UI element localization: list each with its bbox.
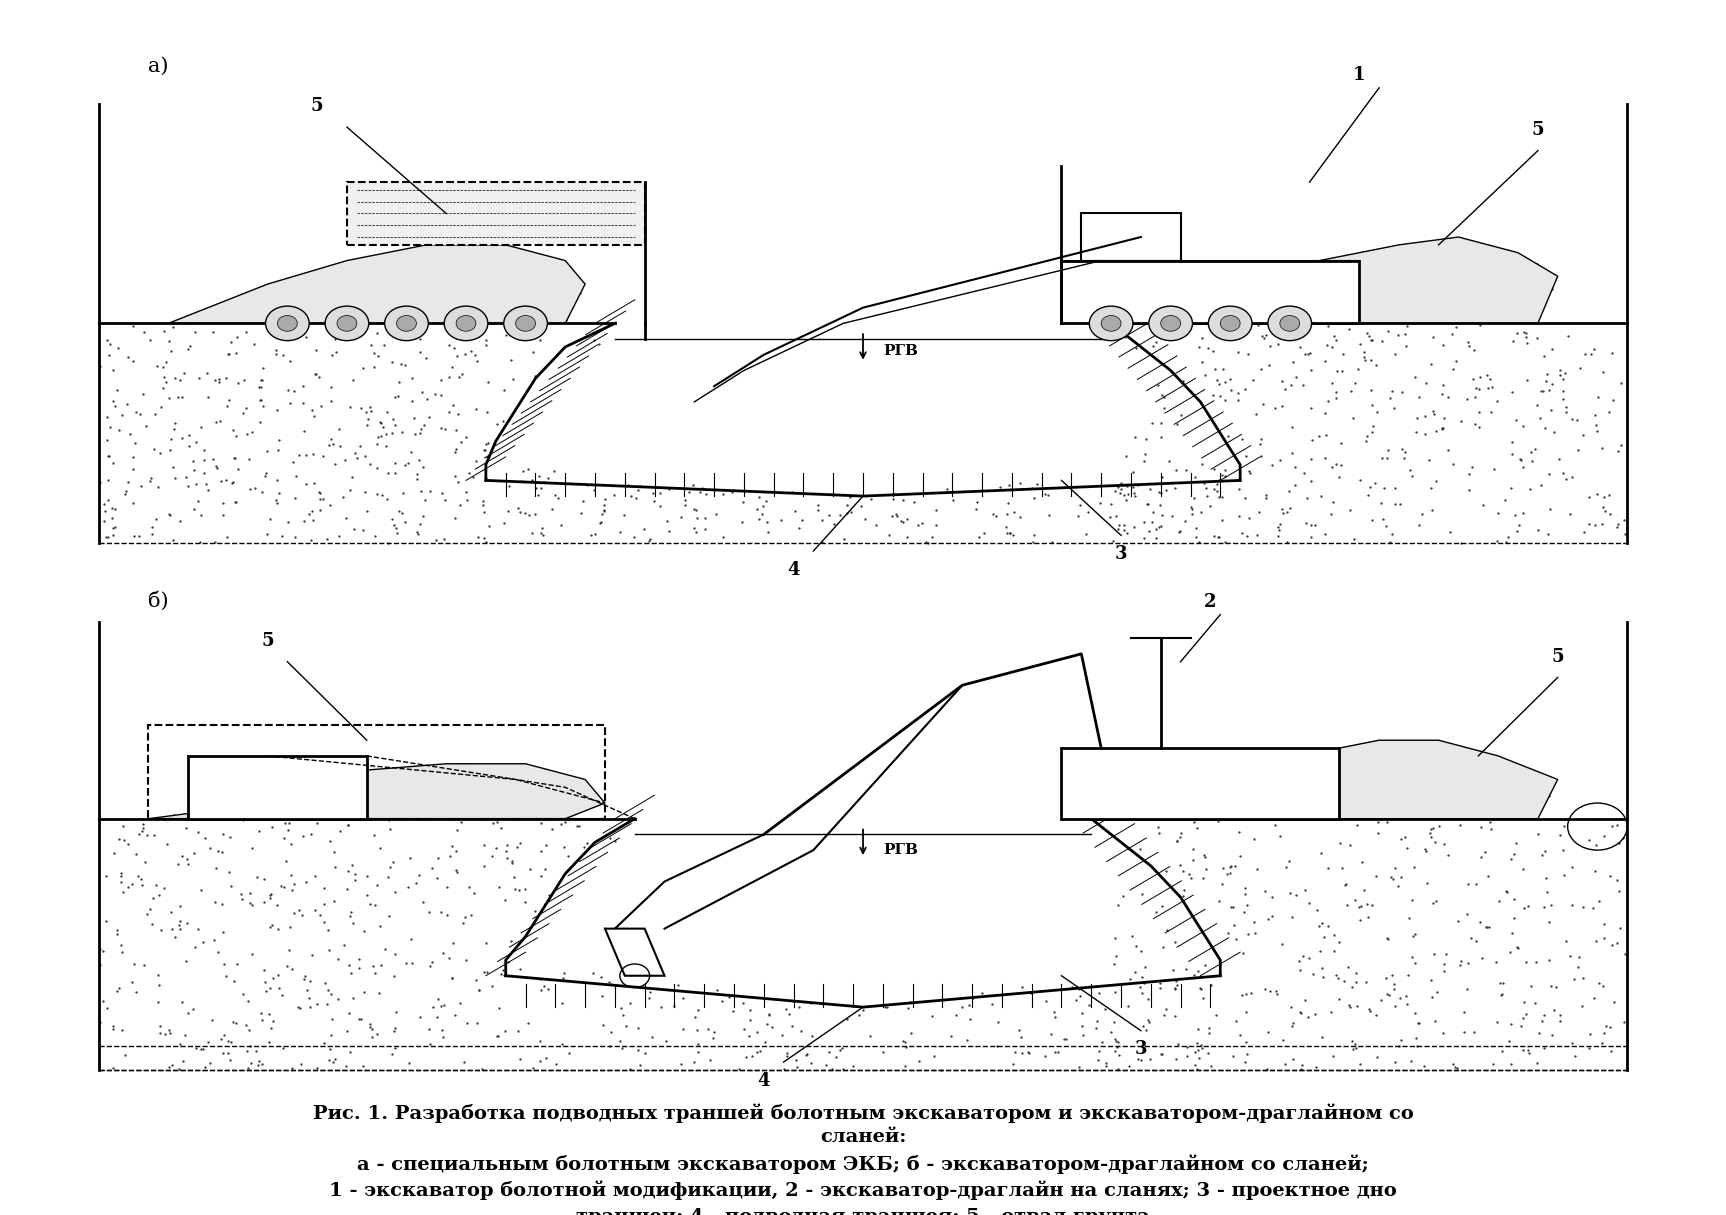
Circle shape: [385, 306, 428, 340]
Circle shape: [266, 306, 309, 340]
Text: 4: 4: [758, 1072, 770, 1090]
Circle shape: [324, 306, 369, 340]
Bar: [188, 756, 366, 819]
Circle shape: [1208, 306, 1251, 340]
Text: траншеи; 4 - подводная траншея; 5 - отвал грунта: траншеи; 4 - подводная траншея; 5 - отва…: [576, 1208, 1150, 1215]
Text: 3: 3: [1115, 544, 1127, 563]
Polygon shape: [148, 764, 604, 819]
Circle shape: [1279, 316, 1300, 332]
Text: б): б): [148, 590, 169, 611]
Text: 1: 1: [1353, 66, 1365, 84]
Text: РГВ: РГВ: [882, 843, 918, 857]
Text: сланей:: сланей:: [820, 1128, 906, 1146]
Polygon shape: [167, 245, 585, 323]
Text: 2: 2: [1205, 593, 1217, 611]
Text: а): а): [148, 57, 169, 77]
Circle shape: [1150, 306, 1193, 340]
Circle shape: [337, 316, 357, 332]
Circle shape: [278, 316, 297, 332]
Text: 5: 5: [261, 632, 274, 650]
Text: 4: 4: [787, 560, 799, 578]
Circle shape: [1101, 316, 1122, 332]
Bar: [1080, 214, 1181, 260]
Polygon shape: [1141, 237, 1557, 323]
Text: 5: 5: [1531, 122, 1545, 139]
Circle shape: [456, 316, 476, 332]
Text: 5: 5: [1552, 648, 1564, 666]
Text: 3: 3: [1134, 1040, 1148, 1058]
Circle shape: [504, 306, 547, 340]
Circle shape: [1269, 306, 1312, 340]
Bar: [148, 724, 606, 819]
Circle shape: [516, 316, 535, 332]
Bar: [347, 182, 646, 245]
Text: а - специальным болотным экскаватором ЭКБ; б - экскаватором-драглайном со сланей: а - специальным болотным экскаватором ЭК…: [357, 1154, 1369, 1174]
Text: 5: 5: [311, 97, 323, 115]
Text: Рис. 1. Разработка подводных траншей болотным экскаватором и экскаватором-драгла: Рис. 1. Разработка подводных траншей бол…: [312, 1103, 1414, 1123]
Circle shape: [1160, 316, 1181, 332]
Polygon shape: [1122, 740, 1557, 819]
Text: 1 - экскаватор болотной модификации, 2 - экскаватор-драглайн на сланях; 3 - прое: 1 - экскаватор болотной модификации, 2 -…: [330, 1181, 1396, 1200]
Text: РГВ: РГВ: [882, 344, 918, 357]
Circle shape: [397, 316, 416, 332]
Circle shape: [1220, 316, 1239, 332]
Polygon shape: [604, 928, 665, 976]
Circle shape: [444, 306, 488, 340]
Circle shape: [1089, 306, 1132, 340]
Bar: [1061, 748, 1339, 819]
Bar: [1061, 260, 1360, 323]
